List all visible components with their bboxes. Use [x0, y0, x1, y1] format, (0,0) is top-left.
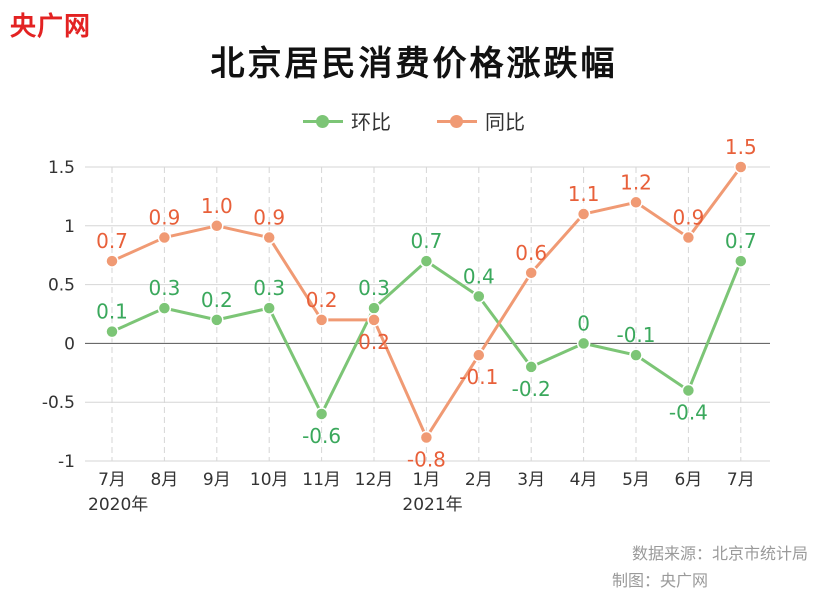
data-label-mom: 0.3: [358, 276, 390, 300]
data-label-yoy: 1.0: [201, 194, 233, 218]
data-point-yoy: [734, 160, 748, 174]
data-point-yoy: [576, 207, 591, 221]
x-tick-label: 6月: [674, 470, 702, 490]
legend-label-yoy: 同比: [485, 110, 525, 134]
data-point-yoy: [105, 254, 119, 268]
legend-marker-yoy: [437, 113, 477, 129]
data-label-mom: 0.4: [463, 264, 495, 288]
data-label-yoy: 0.9: [672, 206, 704, 230]
x-tick-label: 8月: [150, 470, 178, 490]
data-label-mom: -0.1: [616, 323, 655, 347]
data-point-yoy: [262, 230, 276, 245]
y-tick-label: 1: [64, 217, 75, 237]
data-point-mom: [681, 383, 696, 398]
data-point-mom: [367, 301, 381, 315]
data-point-mom: [105, 324, 119, 339]
data-label-yoy: -0.8: [407, 447, 446, 471]
data-label-yoy: -0.1: [459, 365, 498, 389]
data-point-yoy: [472, 348, 486, 362]
x-tick-label: 2月: [465, 470, 493, 490]
data-label-mom: -0.2: [512, 377, 551, 401]
x-tick-label: 12月: [355, 470, 394, 490]
legend-label-mom: 环比: [351, 110, 391, 134]
data-point-yoy: [681, 230, 696, 245]
x-tick-label: 5月: [622, 470, 650, 490]
data-label-mom: -0.4: [669, 400, 708, 424]
data-point-mom: [524, 360, 538, 374]
x-tick-label: 11月: [302, 470, 341, 490]
y-tick-label: -1: [58, 452, 75, 472]
data-point-yoy: [419, 430, 434, 445]
chart-title: 北京居民消费价格涨跌幅: [210, 44, 618, 84]
y-tick-label: -0.5: [42, 393, 75, 413]
x-year-label: 2020年: [88, 495, 148, 515]
data-label-mom: 0.7: [725, 229, 757, 253]
data-label-yoy: 0.9: [253, 206, 285, 230]
data-label-yoy: 1.2: [620, 170, 652, 194]
x-tick-label: 7月: [727, 470, 755, 490]
data-point-yoy: [524, 266, 538, 280]
x-tick-label: 3月: [517, 470, 545, 490]
legend-item-mom: 环比: [303, 106, 391, 135]
data-point-mom: [629, 348, 643, 362]
data-point-yoy: [210, 219, 224, 233]
data-point-yoy: [629, 195, 643, 210]
data-label-yoy: 0.9: [148, 206, 180, 230]
data-label-mom: -0.6: [302, 424, 341, 448]
data-point-mom: [262, 301, 276, 315]
data-point-mom: [734, 254, 748, 268]
data-label-yoy: 0.2: [306, 288, 338, 312]
data-point-mom: [210, 313, 224, 327]
x-tick-label: 1月: [412, 470, 440, 490]
chart-legend: 环比 同比: [0, 106, 828, 135]
legend-item-yoy: 同比: [437, 106, 525, 135]
x-tick-label: 10月: [250, 470, 289, 490]
data-label-mom: 0.1: [96, 300, 128, 324]
data-source: 数据来源：北京市统计局: [631, 544, 808, 563]
data-point-yoy: [367, 313, 381, 327]
data-label-mom: 0.7: [410, 229, 442, 253]
y-tick-label: 0.5: [48, 276, 75, 296]
data-label-mom: 0: [577, 311, 590, 335]
data-label-mom: 0.3: [253, 276, 285, 300]
data-point-mom: [419, 254, 434, 268]
y-tick-label: 0: [64, 334, 75, 354]
data-label-yoy: 1.5: [725, 135, 757, 159]
data-label-mom: 0.3: [148, 276, 180, 300]
data-label-yoy: 1.1: [568, 182, 600, 206]
chart-maker: 制图：央广网: [612, 571, 709, 590]
data-point-yoy: [157, 230, 172, 245]
brand-logo: 央广网: [10, 12, 92, 42]
data-label-mom: 0.2: [201, 288, 233, 312]
data-label-yoy: 0.6: [515, 241, 547, 265]
data-label-yoy: 0.2: [358, 330, 390, 354]
data-point-mom: [314, 407, 329, 421]
data-point-yoy: [314, 313, 329, 327]
y-tick-label: 1.5: [48, 158, 75, 178]
data-label-yoy: 0.7: [96, 229, 128, 253]
x-year-label: 2021年: [402, 495, 462, 515]
x-tick-label: 4月: [570, 470, 598, 490]
data-point-mom: [157, 301, 172, 315]
x-tick-label: 9月: [203, 470, 231, 490]
data-point-mom: [472, 289, 486, 304]
x-tick-label: 7月: [98, 470, 126, 490]
data-point-mom: [576, 336, 591, 351]
legend-marker-mom: [303, 113, 343, 129]
